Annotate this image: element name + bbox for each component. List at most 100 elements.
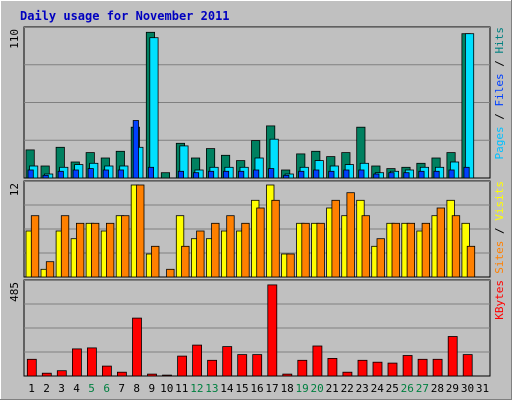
bar-pages-day-29 [448, 169, 455, 179]
day-label-30: 30 [461, 382, 474, 395]
y-max-label: 12 [8, 183, 21, 196]
legend-entry: Hits [493, 27, 506, 54]
bar-pages-day-8 [132, 120, 139, 179]
bar-kbytes-day-27 [417, 358, 428, 377]
bar-pages-day-2 [42, 174, 49, 179]
bar-kbytes-day-3 [56, 370, 67, 377]
day-label-7: 7 [118, 382, 125, 395]
chart-panels: 110 Pages / Files / Hits 12 Sites / Visits 4… [8, 26, 506, 377]
bar-sites-day-15 [241, 222, 250, 278]
bar-sites-day-20 [316, 222, 325, 278]
day-label-8: 8 [133, 382, 140, 395]
legend-entry: Pages [493, 126, 506, 159]
bar-sites-day-21 [331, 199, 340, 278]
legend-entry: KBytes [493, 280, 506, 320]
bar-pages-day-28 [433, 170, 440, 179]
bar-pages-day-30 [463, 166, 470, 179]
bar-sites-day-7 [121, 215, 130, 278]
day-label-25: 25 [386, 382, 399, 395]
bar-kbytes-day-17 [267, 284, 278, 377]
legend-entry: / [493, 54, 506, 74]
bar-kbytes-day-21 [327, 357, 338, 377]
bar-kbytes-day-19 [297, 359, 308, 377]
bar-pages-day-9 [147, 166, 155, 179]
day-label-20: 20 [310, 382, 323, 395]
legend-kbytes: KBytes [493, 280, 506, 320]
day-label-5: 5 [88, 382, 95, 395]
bar-sites-day-6 [106, 222, 115, 278]
bar-sites-day-22 [346, 192, 355, 278]
bar-kbytes-day-5 [87, 347, 97, 377]
bar-sites-day-14 [226, 215, 235, 278]
bar-sites-day-12 [196, 230, 205, 278]
bar-sites-day-17 [271, 199, 280, 278]
bar-pages-day-17 [268, 168, 275, 179]
day-label-26: 26 [401, 382, 414, 395]
day-label-29: 29 [446, 382, 459, 395]
day-label-11: 11 [175, 382, 188, 395]
day-label-18: 18 [280, 382, 293, 395]
bar-sites-day-4 [76, 222, 85, 278]
day-label-1: 1 [28, 382, 35, 395]
day-label-17: 17 [265, 382, 278, 395]
bar-kbytes-day-4 [72, 348, 82, 377]
legend-hits-files-pages: Pages / Files / Hits [493, 27, 506, 160]
bar-sites-day-29 [451, 215, 461, 278]
bar-kbytes-day-24 [372, 361, 383, 377]
day-label-6: 6 [103, 382, 110, 395]
day-label-27: 27 [416, 382, 429, 395]
day-axis-labels: 1 2 3 4 5 6 7 8 9 10 11 12 13 14 15 16 17 18 19 20 21 22 23 24 2… [28, 382, 489, 395]
bar-kbytes-day-23 [357, 359, 368, 377]
chart-title: Daily usage for November 2011 [20, 9, 230, 23]
bar-sites-day-16 [256, 207, 265, 278]
bar-pages-day-16 [253, 169, 260, 179]
bar-sites-day-23 [361, 215, 370, 278]
day-label-23: 23 [356, 382, 369, 395]
bar-pages-day-22 [343, 169, 350, 179]
legend-entry: Sites [493, 241, 506, 274]
bar-sites-day-26 [406, 222, 416, 278]
bar-kbytes-day-11 [177, 355, 188, 377]
bar-pages-day-26 [403, 172, 410, 179]
day-label-9: 9 [148, 382, 155, 395]
bar-kbytes-day-22 [342, 371, 353, 377]
bar-pages-day-3 [57, 170, 64, 179]
day-label-2: 2 [43, 382, 50, 395]
bar-pages-day-12 [192, 172, 200, 179]
bar-pages-day-21 [328, 170, 335, 179]
bar-sites-day-10 [166, 268, 175, 278]
day-label-21: 21 [326, 382, 339, 395]
bar-pages-day-20 [313, 169, 320, 179]
panel-kbytes: 485 KBytes [8, 279, 506, 377]
bar-files-day-9 [149, 37, 159, 179]
day-label-14: 14 [220, 382, 234, 395]
bar-kbytes-day-12 [192, 344, 203, 377]
day-label-28: 28 [431, 382, 444, 395]
y-max-label: 485 [8, 282, 21, 302]
bar-sites-day-5 [91, 222, 100, 278]
bar-pages-day-7 [117, 169, 124, 179]
bar-kbytes-day-1 [26, 358, 37, 377]
bar-kbytes-day-20 [312, 345, 323, 377]
bar-pages-day-11 [177, 170, 185, 179]
bar-pages-day-14 [222, 170, 230, 179]
day-label-16: 16 [250, 382, 263, 395]
bar-pages-day-5 [87, 168, 94, 179]
y-max-label: 110 [8, 29, 21, 49]
day-label-22: 22 [341, 382, 354, 395]
bar-pages-day-4 [72, 169, 79, 179]
bar-kbytes-day-14 [222, 346, 233, 377]
bar-pages-day-19 [298, 170, 305, 179]
bar-sites-day-11 [181, 245, 190, 278]
panel-hits-files-pages: 110 Pages / Files / Hits [8, 26, 506, 179]
bar-hits-day-10 [160, 172, 171, 179]
bar-sites-day-25 [391, 222, 400, 278]
day-label-13: 13 [205, 382, 218, 395]
bar-pages-day-24 [373, 173, 380, 179]
bar-files-day-30 [464, 33, 475, 179]
bar-kbytes-day-29 [447, 336, 458, 377]
bar-kbytes-day-15 [237, 354, 248, 377]
bar-sites-day-27 [421, 222, 431, 278]
bar-pages-day-13 [207, 170, 215, 179]
bar-kbytes-day-7 [117, 371, 127, 377]
